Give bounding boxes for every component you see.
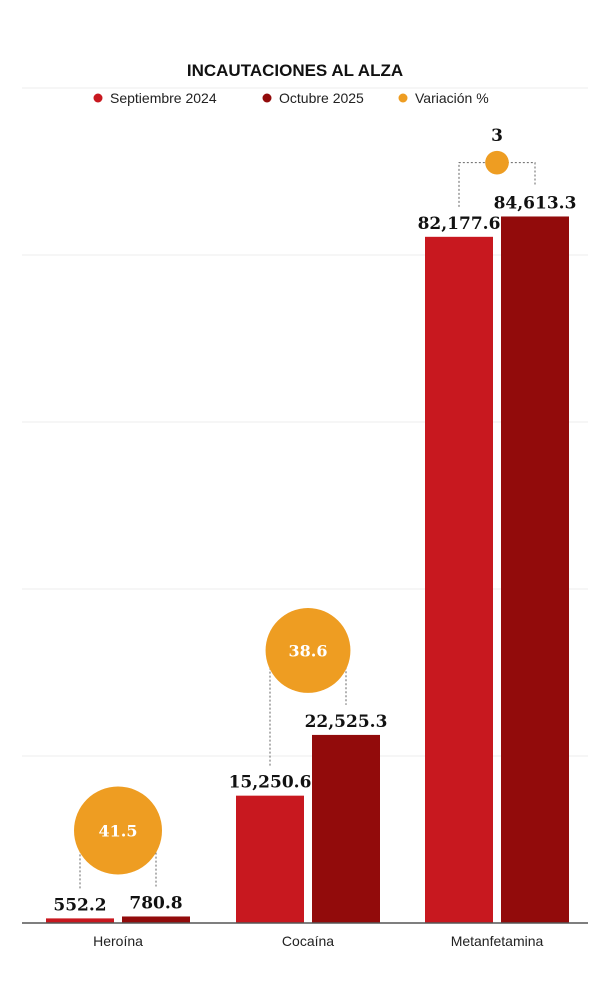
legend-marker (93, 93, 103, 103)
legend-label: Variación % (415, 90, 489, 106)
value-label-cocaina-octubre-2025: 22,525.3 (305, 712, 388, 732)
legend-marker (398, 93, 408, 103)
legend-item-septiembre-2024: Septiembre 2024 (93, 90, 217, 106)
variation-label-heroina: 41.5 (99, 821, 138, 840)
value-labels: 552.2 780.8 15,250.6 22,525.3 82,177.684,613… (53, 193, 576, 915)
value-label-heroina-septiembre-2024: 552.2 (53, 895, 106, 915)
variation-badges: 41.5 38.6 3 (74, 126, 509, 875)
variation-label-metanfetamina: 3 (491, 126, 503, 146)
legend: Septiembre 2024 Octubre 2025 Variación % (93, 90, 489, 106)
value-label-metanfetamina-septiembre-2024: 82,177.6 (418, 214, 501, 234)
legend-marker (262, 93, 272, 103)
connector-metanfetamina (458, 162, 536, 207)
value-label-heroina-octubre-2025: 780.8 (129, 893, 182, 913)
bars (46, 216, 569, 924)
legend-label: Septiembre 2024 (110, 90, 217, 106)
category-label-heroina: Heroína (93, 933, 143, 949)
bar-heroina-septiembre-2024 (46, 918, 114, 923)
variation-label-cocaina: 38.6 (289, 641, 328, 660)
category-label-cocaina: Cocaína (282, 933, 334, 949)
value-label-metanfetamina-octubre-2025: 84,613.3 (494, 193, 577, 213)
value-label-cocaina-septiembre-2024: 15,250.6 (229, 773, 312, 793)
legend-item-variacion: Variación % (398, 90, 489, 106)
variation-badge-cocaina (265, 608, 351, 693)
legend-item-octubre-2025: Octubre 2025 (262, 90, 364, 106)
gridlines (22, 87, 588, 757)
bar-heroina-octubre-2025 (122, 916, 190, 923)
variation-badge-metanfetamina (485, 150, 509, 175)
bar-cocaina-octubre-2025 (312, 734, 380, 923)
chart-title: INCAUTACIONES AL ALZA (187, 61, 403, 80)
legend-label: Octubre 2025 (279, 90, 364, 106)
category-labels: Heroína Cocaína Metanfetamina (93, 933, 543, 949)
bar-metanfetamina-octubre-2025 (501, 216, 569, 923)
variation-badge-heroina (74, 786, 162, 875)
connector-heroina (79, 829, 157, 889)
bar-cocaina-septiembre-2024 (236, 795, 304, 923)
bar-metanfetamina-septiembre-2024 (425, 236, 493, 924)
category-label-metanfetamina: Metanfetamina (451, 933, 544, 949)
